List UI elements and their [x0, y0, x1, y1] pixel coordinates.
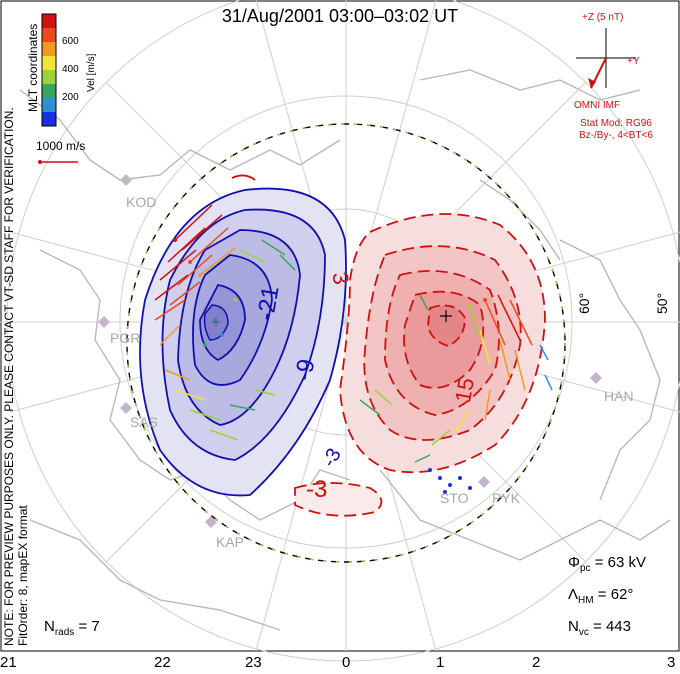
negative-cell	[139, 187, 347, 497]
stat-model-block: Stat Mod: RG96 Bz-/By-, 4<BT<6	[560, 118, 672, 142]
mlt-label-0: 0	[342, 654, 351, 671]
imf-source-label: OMNI IMF	[574, 100, 621, 111]
site-label-sto: STO	[440, 490, 469, 506]
imf-conditions-label: Bz-/By-, 4<BT<6	[579, 130, 653, 141]
colorbar-tick-400: 400	[62, 64, 79, 75]
radar-count: Nrads = 7	[44, 618, 100, 638]
mlt-label-2: 2	[532, 654, 541, 671]
site-label-pgr: PGR	[110, 330, 141, 346]
stat-model-label: Stat Mod: RG96	[580, 118, 652, 129]
preview-notes: NOTE: FOR PREVIEW PURPOSES ONLY. PLEASE …	[2, 6, 30, 646]
contour-label-neg9: -9	[290, 356, 321, 383]
mlt-label-22: 22	[154, 654, 171, 671]
potential-max-marker	[440, 310, 452, 322]
preview-note: NOTE: FOR PREVIEW PURPOSES ONLY. PLEASE …	[2, 107, 16, 646]
hm-boundary-vectors	[126, 123, 566, 563]
imf-z-label: +Z (5 nT)	[582, 12, 624, 23]
map-title: 31/Aug/2001 03:00–03:02 UT	[221, 6, 459, 26]
velocity-colorbar	[41, 13, 57, 127]
fit-order-note: FitOrder: 8, mapEX format	[16, 505, 30, 646]
potential-min-marker	[212, 318, 220, 326]
latitude-label-60: 60°	[576, 292, 592, 314]
site-label-pyk: PYK	[492, 490, 521, 506]
site-label-sas: SAS	[130, 414, 159, 430]
site-label-han: HAN	[604, 388, 634, 404]
imf-dial	[576, 28, 636, 89]
colorbar-tick-200: 200	[62, 92, 79, 103]
mlt-label-21: 21	[0, 654, 17, 671]
vector-count: Nvc = 443	[568, 618, 631, 638]
colorbar-label: Vel [m/s]	[86, 53, 97, 92]
positive-cell	[231, 174, 546, 517]
site-label-kap: KAP	[216, 534, 245, 550]
site-label-kod: KOD	[126, 194, 157, 210]
mlt-label-23: 23	[245, 654, 262, 671]
heppner-maynard-latitude: ΛHM = 62°	[568, 586, 634, 606]
imf-y-label: +Y	[627, 56, 640, 67]
contour-label-neg21: -21	[252, 283, 285, 323]
mlt-label-3: 3	[667, 654, 676, 671]
scale-vector	[38, 160, 78, 164]
vector-origins	[173, 238, 487, 494]
colorbar-tick-600: 600	[62, 36, 79, 47]
cross-polar-potential: Φpc = 63 kV	[568, 554, 646, 574]
contour-label-neg3-red: -3	[306, 476, 328, 503]
mlt-label-1: 1	[436, 654, 445, 671]
latitude-label-50: 50°	[654, 292, 670, 314]
plot-frame	[0, 0, 680, 652]
scale-vector-label: 1000 m/s	[36, 139, 86, 153]
velocity-vectors	[154, 204, 553, 463]
contour-label-pos15: 15	[450, 375, 479, 405]
site-markers	[98, 174, 602, 528]
